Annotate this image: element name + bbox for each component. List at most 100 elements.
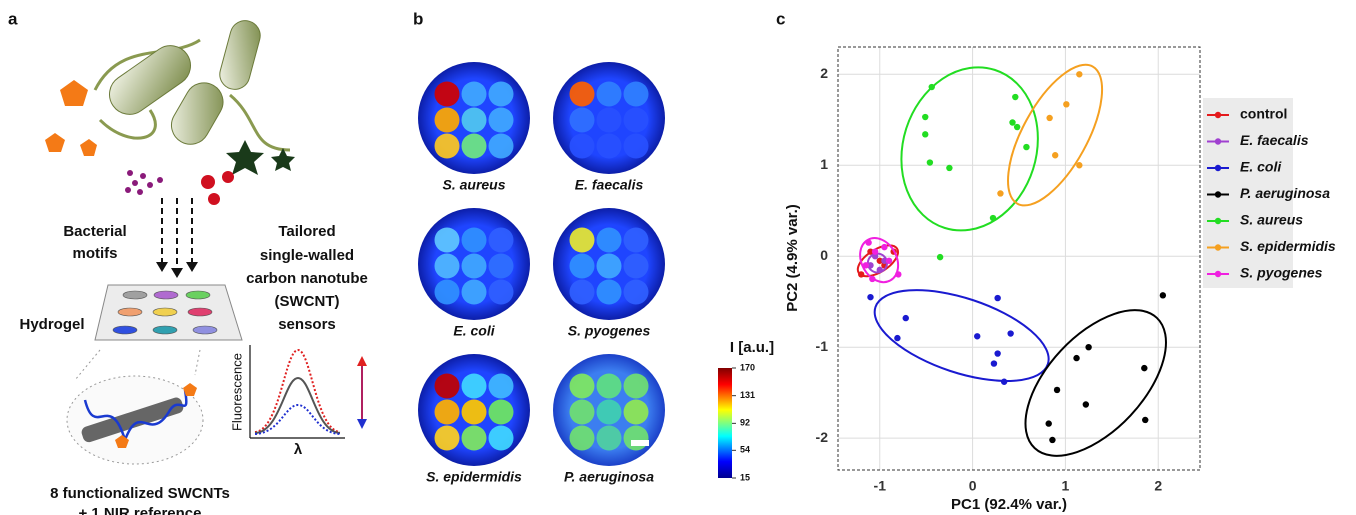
data-point xyxy=(1076,162,1082,168)
data-point xyxy=(877,267,883,273)
data-point xyxy=(927,159,933,165)
panel-label: c xyxy=(776,9,785,28)
colorbar-tick-label: 54 xyxy=(740,445,750,455)
legend-label: S. epidermidis xyxy=(1240,238,1336,254)
legend-label: E. coli xyxy=(1240,159,1282,175)
legend-label: E. faecalis xyxy=(1240,132,1309,148)
legend-label: P. aeruginosa xyxy=(1240,185,1330,201)
sensor-spot xyxy=(597,254,622,279)
data-point xyxy=(997,190,1003,196)
image-caption: E. coli xyxy=(453,323,495,339)
colorbar-tick-label: 92 xyxy=(740,418,750,428)
data-point xyxy=(1052,152,1058,158)
sensor-spot xyxy=(597,108,622,133)
sensor-spot xyxy=(489,374,514,399)
data-point xyxy=(1046,420,1052,426)
colorbar-tick-label: 15 xyxy=(740,472,750,482)
motif-label: Bacterial xyxy=(63,223,126,240)
motif-label: motifs xyxy=(73,245,118,262)
figure: a Bacterial motifs Tailored single-walle… xyxy=(0,0,1356,515)
sensor-spot xyxy=(624,280,649,305)
sensor-spot xyxy=(462,426,487,451)
data-point xyxy=(929,84,935,90)
sensor-spot xyxy=(489,108,514,133)
data-point xyxy=(994,295,1000,301)
sensor-spot xyxy=(570,254,595,279)
legend-marker xyxy=(1215,218,1221,224)
legend-label: S. aureus xyxy=(1240,212,1303,228)
legend-marker xyxy=(1215,138,1221,144)
sensor-spot xyxy=(570,426,595,451)
sensor-spot xyxy=(435,280,460,305)
footer-label: + 1 NIR reference xyxy=(79,505,202,515)
data-point xyxy=(946,165,952,171)
data-point xyxy=(881,244,887,250)
sensor-spot xyxy=(462,134,487,159)
data-point xyxy=(937,254,943,260)
data-point xyxy=(894,335,900,341)
lambda-label: λ xyxy=(294,441,303,458)
image-caption: E. faecalis xyxy=(575,177,644,193)
legend-marker xyxy=(1215,165,1221,171)
data-point xyxy=(1141,365,1147,371)
data-point xyxy=(1160,292,1166,298)
data-point xyxy=(1014,124,1020,130)
x-axis-label: PC1 (92.4% var.) xyxy=(951,496,1067,513)
y-axis-label: PC2 (4.9% var.) xyxy=(784,204,801,312)
sensor-spot xyxy=(489,400,514,425)
sensor-spot xyxy=(462,254,487,279)
image-caption: P. aeruginosa xyxy=(564,469,654,485)
data-point xyxy=(1009,119,1015,125)
sensor-spot xyxy=(462,400,487,425)
sensor-spot xyxy=(624,374,649,399)
page: { "panel_a": { "label": "a", "motifs": [… xyxy=(0,0,1356,515)
x-tick-label: -1 xyxy=(874,478,887,494)
data-point xyxy=(1063,101,1069,107)
sensor-spot xyxy=(597,400,622,425)
sensor-spot xyxy=(462,82,487,107)
sensor-spot xyxy=(435,228,460,253)
sensor-spot xyxy=(489,228,514,253)
plot-area xyxy=(838,47,1200,470)
data-point xyxy=(895,271,901,277)
sensor-spot xyxy=(462,228,487,253)
image-caption: S. aureus xyxy=(442,177,505,193)
y-tick-label: 2 xyxy=(820,65,828,81)
data-point xyxy=(863,262,869,268)
sensor-spot xyxy=(570,400,595,425)
hydrogel-label: Hydrogel xyxy=(19,316,84,333)
data-point xyxy=(886,258,892,264)
sensor-spot xyxy=(435,108,460,133)
data-point xyxy=(1001,379,1007,385)
sensor-spot xyxy=(462,374,487,399)
data-point xyxy=(974,333,980,339)
sensor-spot xyxy=(489,280,514,305)
fluorescence-label: Fluorescence xyxy=(229,353,244,431)
data-point xyxy=(1007,330,1013,336)
sensor-spot xyxy=(624,228,649,253)
data-point xyxy=(922,131,928,137)
data-point xyxy=(991,360,997,366)
data-point xyxy=(1054,387,1060,393)
sensor-spot xyxy=(624,400,649,425)
sensor-spot xyxy=(624,254,649,279)
data-point xyxy=(869,276,875,282)
data-point xyxy=(1023,144,1029,150)
colorbar xyxy=(718,368,732,478)
data-point xyxy=(903,315,909,321)
data-point xyxy=(1046,115,1052,121)
sensor-spot xyxy=(570,82,595,107)
x-tick-label: 1 xyxy=(1062,478,1070,494)
sensor-spot xyxy=(624,426,649,451)
data-point xyxy=(1049,437,1055,443)
sensor-label: Tailored xyxy=(278,223,335,240)
y-tick-label: -1 xyxy=(816,338,829,354)
footer-label: 8 functionalized SWCNTs xyxy=(50,485,230,502)
y-tick-label: 0 xyxy=(820,247,828,263)
data-point xyxy=(922,114,928,120)
image-caption: S. pyogenes xyxy=(568,323,651,339)
sensor-spot xyxy=(435,426,460,451)
sensor-spot xyxy=(624,82,649,107)
sensor-spot xyxy=(462,108,487,133)
legend-label: control xyxy=(1240,106,1287,122)
